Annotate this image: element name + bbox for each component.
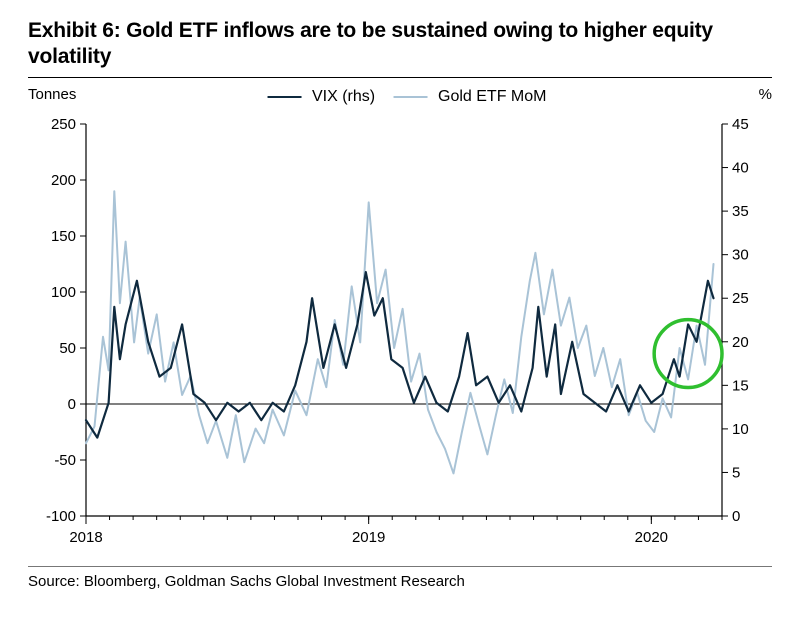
divider-top <box>28 77 772 78</box>
svg-text:2020: 2020 <box>635 529 668 546</box>
svg-text:25: 25 <box>732 290 749 307</box>
svg-text:50: 50 <box>59 340 76 357</box>
svg-text:20: 20 <box>732 333 749 350</box>
svg-text:10: 10 <box>732 420 749 437</box>
svg-text:30: 30 <box>732 246 749 263</box>
legend-swatch-vix <box>268 96 302 98</box>
svg-text:35: 35 <box>732 203 749 220</box>
svg-text:40: 40 <box>732 159 749 176</box>
svg-text:200: 200 <box>51 172 76 189</box>
legend-label-vix: VIX (rhs) <box>312 88 375 105</box>
source-note: Source: Bloomberg, Goldman Sachs Global … <box>28 573 772 590</box>
svg-text:45: 45 <box>732 116 749 133</box>
legend-label-gold: Gold ETF MoM <box>438 88 546 105</box>
svg-text:250: 250 <box>51 116 76 133</box>
divider-bottom <box>28 566 772 567</box>
svg-text:-100: -100 <box>46 508 76 525</box>
exhibit-page: Exhibit 6: Gold ETF inflows are to be su… <box>0 0 800 626</box>
svg-text:0: 0 <box>68 396 76 413</box>
svg-text:100: 100 <box>51 284 76 301</box>
chart-container: Tonnes % VIX (rhs) Gold ETF MoM -100 -50 0… <box>28 86 772 556</box>
svg-text:2019: 2019 <box>352 529 385 546</box>
line-chart: -100 -50 0 50 100 150 200 250 0 5 10 15 20 25 30 35 40 45… <box>28 86 772 556</box>
svg-text:15: 15 <box>732 377 749 394</box>
svg-text:0: 0 <box>732 508 740 525</box>
exhibit-title: Exhibit 6: Gold ETF inflows are to be su… <box>28 18 772 71</box>
legend-swatch-gold <box>394 96 428 98</box>
y-left-axis-label: Tonnes <box>28 86 76 103</box>
svg-text:150: 150 <box>51 228 76 245</box>
svg-text:-50: -50 <box>54 452 76 469</box>
svg-text:2018: 2018 <box>69 529 102 546</box>
chart-legend: VIX (rhs) Gold ETF MoM <box>254 88 547 106</box>
y-right-axis-label: % <box>759 86 772 103</box>
svg-text:5: 5 <box>732 464 740 481</box>
